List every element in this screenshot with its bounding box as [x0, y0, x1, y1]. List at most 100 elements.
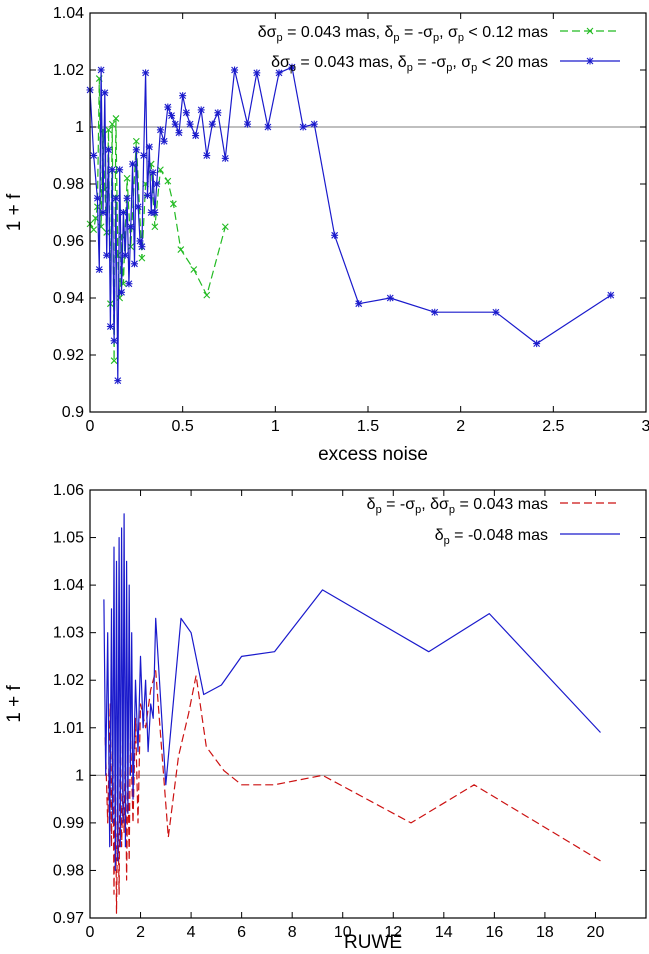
legend-marker	[586, 27, 594, 35]
data-point	[130, 260, 138, 268]
x-tick-label: 18	[536, 924, 554, 941]
data-point	[607, 291, 615, 299]
x-tick-label: 2.5	[542, 418, 564, 435]
y-axis-label: 1 + f	[4, 685, 25, 723]
data-point	[190, 266, 198, 273]
legend-text-part: = 0.043 mas, δ	[283, 24, 394, 41]
x-tick-label: 4	[187, 924, 196, 941]
marker-stroke	[105, 126, 112, 134]
data-point	[108, 166, 116, 174]
marker-stroke	[221, 223, 229, 231]
data-point	[221, 154, 229, 162]
legend-text-part: = -σ	[413, 54, 447, 71]
data-point	[177, 246, 185, 253]
x-tick-label: 0	[86, 418, 95, 435]
data-point	[123, 174, 131, 182]
legend-text-part: p	[458, 32, 464, 44]
data-point	[264, 123, 272, 131]
y-tick-label: 1	[75, 119, 84, 136]
y-tick-label: 0.94	[53, 290, 84, 307]
legend-text-part: p	[415, 504, 421, 516]
legend-text-part: , σ	[439, 24, 458, 41]
marker-stroke	[138, 254, 146, 262]
data-point	[151, 223, 159, 231]
data-point	[171, 120, 179, 128]
data-point	[90, 226, 98, 233]
data-point	[253, 69, 261, 77]
y-tick-label: 0.96	[53, 233, 84, 250]
data-point	[110, 337, 118, 345]
y-tick-label: 1.04	[53, 577, 84, 594]
y-tick-label: 1.02	[53, 672, 84, 689]
legend-text-part: p	[444, 535, 450, 547]
x-tick-label: 0.5	[172, 418, 194, 435]
data-point	[157, 166, 164, 174]
data-point	[101, 89, 109, 97]
data-point	[164, 103, 172, 111]
data-point	[129, 160, 137, 168]
y-tick-label: 1.05	[53, 530, 84, 547]
data-point	[125, 280, 133, 288]
y-tick-label: 1.03	[53, 625, 84, 642]
data-point	[121, 251, 129, 259]
data-point	[90, 152, 98, 159]
data-point	[143, 191, 151, 199]
data-point	[106, 323, 114, 330]
marker-stroke	[177, 246, 185, 253]
data-point	[231, 66, 239, 74]
data-point	[118, 288, 126, 296]
y-tick-label: 0.99	[53, 815, 84, 832]
data-point	[431, 308, 439, 316]
x-axis-label: RUWE	[344, 932, 402, 953]
data-point	[244, 120, 252, 128]
data-point	[134, 203, 142, 211]
x-tick-label: 8	[288, 924, 297, 941]
x-tick-label: 16	[485, 924, 503, 941]
legend-text-part: δ	[367, 496, 376, 513]
legend-text-part: = 0.043 mas, δ	[296, 54, 407, 71]
series-line-1	[104, 670, 601, 914]
x-tick-label: 14	[435, 924, 453, 941]
data-point	[192, 132, 200, 140]
data-point	[127, 243, 135, 251]
plot-frame	[89, 12, 647, 413]
data-point	[127, 223, 135, 231]
marker-stroke	[170, 200, 177, 208]
data-point	[105, 146, 113, 154]
y-tick-label: 1.02	[53, 62, 84, 79]
data-point	[114, 377, 122, 385]
data-point	[331, 231, 339, 239]
data-point	[214, 109, 222, 117]
data-point	[160, 137, 168, 145]
x-tick-label: 20	[587, 924, 605, 941]
data-point	[203, 291, 211, 299]
data-point	[299, 123, 307, 131]
data-point	[132, 146, 140, 154]
data-point	[140, 152, 148, 159]
y-tick-label: 1.01	[53, 720, 84, 737]
marker-stroke	[108, 120, 116, 128]
data-point	[275, 69, 283, 77]
data-point	[112, 194, 120, 202]
legend-text-part: δσ	[271, 54, 290, 71]
y-tick-label: 1.06	[53, 482, 84, 499]
y-tick-label: 1	[75, 767, 84, 784]
marker-stroke	[190, 266, 198, 273]
data-point	[221, 223, 229, 231]
legend-text-part: , δσ	[421, 496, 449, 513]
data-point	[386, 294, 394, 302]
marker-stroke	[203, 291, 211, 299]
marker-stroke	[164, 177, 172, 185]
y-axis-label: 1 + f	[4, 193, 25, 231]
data-point	[149, 169, 157, 177]
marker-stroke	[110, 357, 118, 365]
data-point	[105, 126, 112, 134]
legend-text-part: p	[449, 504, 455, 516]
data-point	[110, 357, 118, 365]
marker-stroke	[132, 137, 140, 145]
marker-stroke	[157, 166, 164, 174]
data-point	[168, 112, 176, 120]
legend-label-2: δp = -0.048 mas	[435, 527, 548, 547]
data-point	[182, 109, 190, 117]
